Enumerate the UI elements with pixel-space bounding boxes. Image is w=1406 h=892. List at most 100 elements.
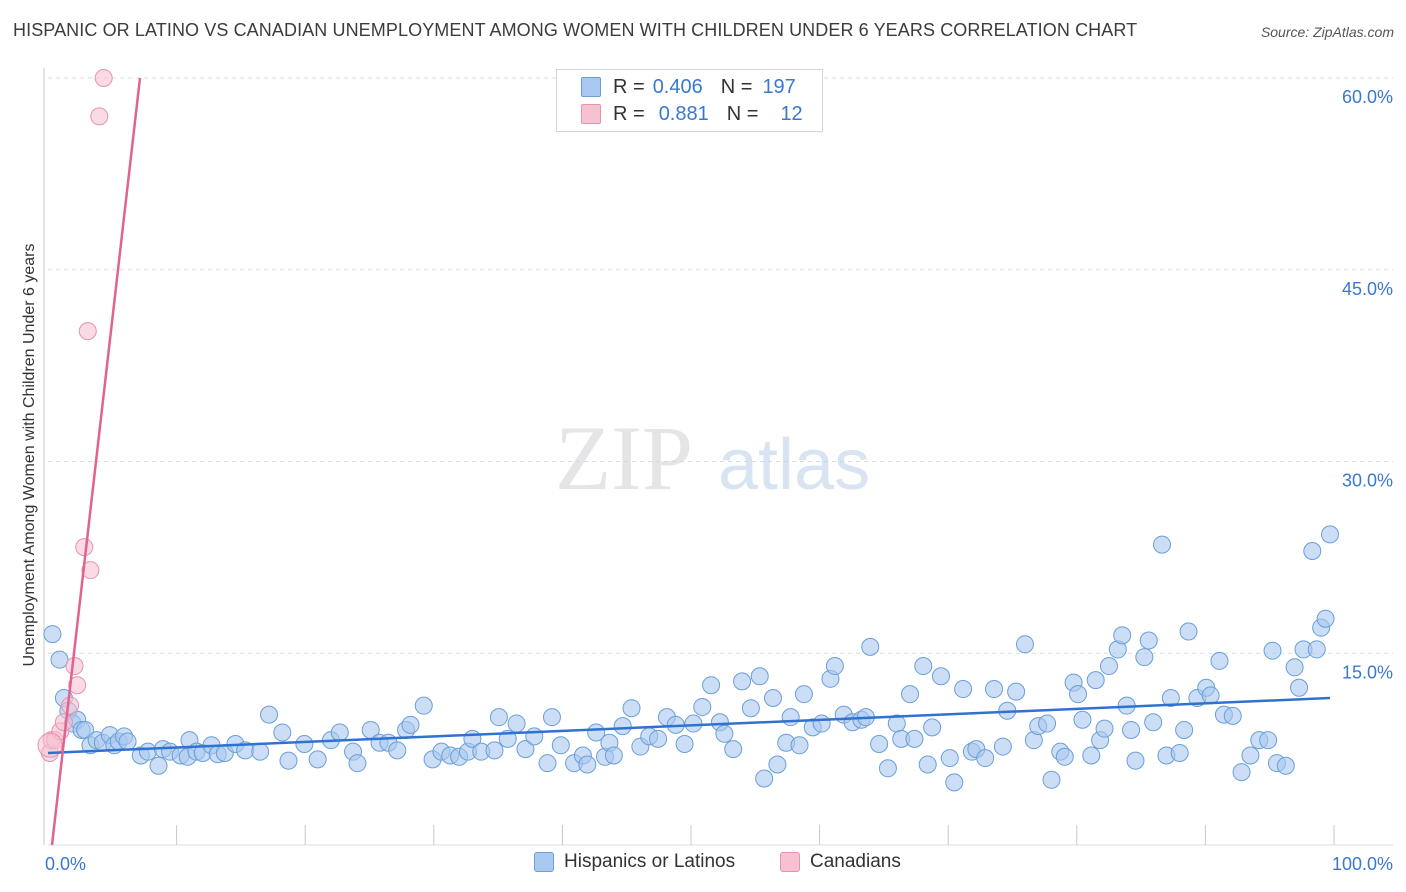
data-point-hispanics [388, 741, 407, 760]
data-point-hispanics [551, 736, 570, 755]
data-point-canadians [37, 732, 63, 758]
data-point-hispanics [507, 714, 526, 733]
data-point-hispanics [901, 685, 920, 704]
data-point-hispanics [538, 754, 557, 773]
series-legend: Hispanics or Latinos Canadians [0, 851, 1406, 877]
data-point-hispanics [1263, 641, 1282, 660]
data-point-hispanics [50, 650, 69, 669]
legend-row-hispanics: R = 0.406 N = 197 [581, 75, 796, 99]
legend-n-label: N = [720, 75, 753, 98]
data-point-hispanics [1161, 688, 1180, 707]
data-point-hispanics [525, 727, 544, 746]
data-point-hispanics [1175, 720, 1194, 739]
legend-r-value: 0.881 [658, 102, 709, 125]
data-point-hispanics [273, 723, 292, 742]
data-point-hispanics [308, 750, 327, 769]
y-tick-label: 60.0% [1342, 87, 1393, 107]
legend-swatch-canadians [581, 104, 601, 124]
legend-item-canadians[interactable]: Canadians [780, 851, 901, 873]
data-point-canadians [68, 676, 87, 695]
data-point-hispanics [1122, 720, 1141, 739]
data-point-hispanics [1316, 609, 1335, 628]
data-point-hispanics [516, 740, 535, 759]
data-point-canadians [54, 713, 73, 732]
data-point-hispanics [604, 746, 623, 765]
legend-item-hispanics[interactable]: Hispanics or Latinos [534, 851, 735, 873]
data-point-hispanics [279, 751, 298, 770]
data-point-hispanics [1144, 713, 1163, 732]
data-point-hispanics [1042, 770, 1061, 789]
data-point-hispanics [715, 724, 734, 743]
data-point-hispanics [1201, 686, 1220, 705]
data-point-hispanics [931, 667, 950, 686]
trendline-hispanics [47, 696, 1331, 755]
data-point-hispanics [985, 680, 1004, 699]
data-point-hispanics [330, 723, 349, 742]
data-point-canadians [61, 696, 80, 715]
data-point-hispanics [940, 749, 959, 768]
data-point-hispanics [260, 705, 279, 724]
legend-label-hispanics: Hispanics or Latinos [564, 851, 736, 872]
data-point-hispanics [485, 741, 504, 760]
data-point-hispanics [1055, 747, 1074, 766]
data-point-hispanics [295, 735, 314, 754]
y-axis-label: Unemployment Among Women with Children U… [21, 243, 38, 667]
data-point-hispanics [923, 718, 942, 737]
x-tick-label: 0.0% [45, 854, 86, 874]
data-point-hispanics [1232, 763, 1251, 782]
data-point-hispanics [763, 688, 782, 707]
data-point-hispanics [790, 736, 809, 755]
data-point-hispanics [905, 729, 924, 748]
legend-label-canadians: Canadians [810, 851, 901, 872]
data-point-hispanics [768, 755, 787, 774]
data-point-hispanics [401, 715, 420, 734]
data-point-canadians [81, 561, 100, 580]
grid-layer [48, 77, 1393, 654]
data-point-canadians [94, 69, 113, 87]
legend-r-label: R = [613, 75, 645, 98]
data-point-hispanics [976, 749, 995, 768]
data-point-hispanics [684, 714, 703, 733]
data-point-hispanics [702, 676, 721, 695]
data-point-canadians [90, 107, 109, 126]
watermark-atlas: atlas [718, 425, 870, 505]
data-point-hispanics [251, 742, 270, 761]
trend-layer [47, 77, 1331, 846]
data-point-canadians [78, 322, 97, 341]
data-point-hispanics [733, 672, 752, 691]
data-point-hispanics [1307, 640, 1326, 659]
legend-swatch-hispanics [581, 77, 601, 97]
data-point-hispanics [578, 755, 597, 774]
y-tick-label: 30.0% [1342, 471, 1393, 491]
data-point-hispanics [622, 699, 641, 718]
data-point-hispanics [781, 708, 800, 727]
data-point-hispanics [945, 773, 964, 792]
data-point-hispanics [1179, 622, 1198, 641]
data-point-hispanics [870, 735, 889, 754]
watermark-zip: ZIP [555, 407, 693, 509]
data-point-hispanics [1086, 671, 1105, 690]
data-point-hispanics [118, 732, 137, 751]
data-point-hispanics [1113, 626, 1132, 645]
data-point-hispanics [741, 699, 760, 718]
data-point-hispanics [1290, 678, 1309, 697]
data-point-hispanics [489, 708, 508, 727]
data-point-hispanics [861, 637, 880, 656]
data-point-hispanics [1126, 751, 1145, 770]
data-point-hispanics [1153, 535, 1172, 554]
data-point-hispanics [693, 697, 712, 716]
data-point-hispanics [1082, 746, 1101, 765]
data-point-hispanics [1073, 710, 1092, 729]
data-point-hispanics [755, 769, 774, 788]
data-point-hispanics [954, 680, 973, 699]
data-point-hispanics [348, 754, 367, 773]
legend-n-label: N = [726, 102, 759, 125]
data-point-hispanics [1015, 635, 1034, 654]
chart-title: HISPANIC OR LATINO VS CANADIAN UNEMPLOYM… [13, 20, 1138, 40]
tick-label-layer: 15.0% 30.0% 45.0% 60.0% 0.0% 100.0% [45, 87, 1393, 874]
data-point-hispanics [1099, 657, 1118, 676]
legend-n-value: 197 [762, 75, 796, 98]
data-point-hispanics [918, 755, 937, 774]
data-point-hispanics [724, 740, 743, 759]
data-point-hispanics [1259, 731, 1278, 750]
